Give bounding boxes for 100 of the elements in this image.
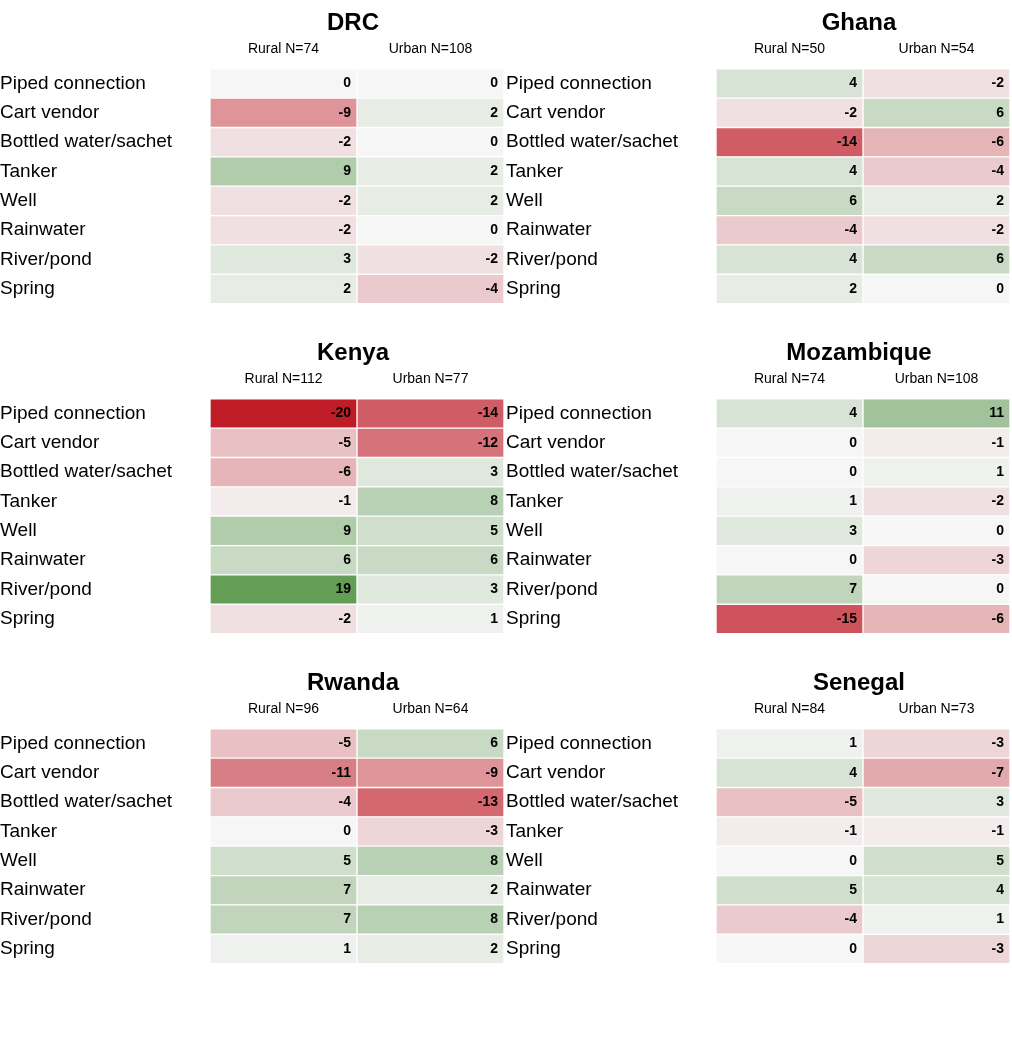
data-label: -13 xyxy=(477,793,499,810)
y-tick-label: Well xyxy=(0,189,37,211)
chart-title: DRC xyxy=(326,8,380,37)
data-label: -3 xyxy=(991,939,1005,956)
data-label: 2 xyxy=(490,191,499,208)
y-tick-label: Cart vendor xyxy=(506,431,606,453)
data-label: 6 xyxy=(849,191,858,208)
y-tick-label: Cart vendor xyxy=(506,761,606,783)
data-label: 4 xyxy=(849,162,858,179)
data-label: -14 xyxy=(477,404,499,421)
data-label: 2 xyxy=(490,881,499,898)
y-tick-label: Rainwater xyxy=(0,548,87,570)
y-tick-label: Piped connection xyxy=(506,401,652,423)
data-label: 6 xyxy=(490,551,499,568)
y-tick-label: Well xyxy=(506,519,543,541)
data-label: -1 xyxy=(338,492,352,509)
data-label: 1 xyxy=(490,609,499,626)
data-label: 2 xyxy=(849,279,858,296)
data-label: -3 xyxy=(485,822,499,839)
data-label: -3 xyxy=(991,734,1005,751)
data-label: 9 xyxy=(343,521,352,538)
data-label: -2 xyxy=(338,191,352,208)
data-label: 3 xyxy=(490,580,499,597)
data-label: -5 xyxy=(338,433,352,450)
y-tick-label: Well xyxy=(506,189,543,211)
data-label: 4 xyxy=(996,881,1005,898)
data-label: 0 xyxy=(849,851,858,868)
x-tick-label: Rural N=74 xyxy=(753,370,826,387)
data-label: 5 xyxy=(849,881,858,898)
x-tick-label: Rural N=96 xyxy=(247,700,320,717)
x-tick-label: Rural N=50 xyxy=(753,40,826,57)
data-label: 8 xyxy=(490,851,499,868)
data-label: -4 xyxy=(991,162,1005,179)
data-label: 2 xyxy=(490,162,499,179)
y-tick-label: River/pond xyxy=(0,247,92,269)
data-label: 3 xyxy=(343,250,352,267)
data-label: -5 xyxy=(338,734,352,751)
y-tick-label: River/pond xyxy=(0,907,92,929)
data-label: 7 xyxy=(849,580,858,597)
data-label: 5 xyxy=(996,851,1005,868)
data-label: 4 xyxy=(849,250,858,267)
data-label: -1 xyxy=(991,433,1005,450)
data-label: -2 xyxy=(844,103,858,120)
y-tick-label: Piped connection xyxy=(0,401,146,423)
y-tick-label: Bottled water/sachet xyxy=(506,790,679,812)
y-tick-label: Cart vendor xyxy=(0,101,100,123)
y-tick-label: Piped connection xyxy=(0,731,146,753)
data-label: 1 xyxy=(996,910,1005,927)
data-label: -1 xyxy=(844,822,858,839)
data-label: 2 xyxy=(490,103,499,120)
data-label: -3 xyxy=(991,551,1005,568)
x-tick-label: Urban N=64 xyxy=(392,700,469,717)
y-tick-label: River/pond xyxy=(506,907,598,929)
y-tick-label: Spring xyxy=(506,607,561,629)
chart-title: Rwanda xyxy=(306,668,401,697)
data-label: 9 xyxy=(343,162,352,179)
x-tick-label: Rural N=84 xyxy=(753,700,826,717)
data-label: 0 xyxy=(490,221,499,238)
data-label: -2 xyxy=(991,221,1005,238)
y-tick-label: Rainwater xyxy=(0,218,87,240)
x-tick-label: Urban N=77 xyxy=(392,370,469,387)
data-label: 6 xyxy=(996,103,1005,120)
data-label: -6 xyxy=(991,133,1005,150)
data-label: -20 xyxy=(330,404,352,421)
data-label: 1 xyxy=(849,734,858,751)
y-tick-label: Bottled water/sachet xyxy=(0,130,173,152)
x-tick-label: Rural N=112 xyxy=(244,370,323,387)
y-tick-label: River/pond xyxy=(506,577,598,599)
data-label: 0 xyxy=(849,551,858,568)
y-tick-label: Well xyxy=(0,849,37,871)
data-label: 0 xyxy=(849,939,858,956)
data-label: 3 xyxy=(490,463,499,480)
chart-title: Kenya xyxy=(315,338,391,367)
y-tick-label: Spring xyxy=(506,277,561,299)
y-tick-label: Bottled water/sachet xyxy=(0,790,173,812)
data-label: 0 xyxy=(996,580,1005,597)
y-tick-label: Rainwater xyxy=(506,878,593,900)
data-label: 3 xyxy=(996,793,1005,810)
data-label: -9 xyxy=(338,103,352,120)
y-tick-label: Spring xyxy=(0,607,55,629)
y-tick-label: River/pond xyxy=(0,577,92,599)
data-label: 8 xyxy=(490,492,499,509)
data-label: 0 xyxy=(343,822,352,839)
data-label: 19 xyxy=(335,580,352,597)
x-tick-label: Urban N=54 xyxy=(898,40,975,57)
y-tick-label: Tanker xyxy=(0,489,58,511)
data-label: -4 xyxy=(844,910,858,927)
data-label: 0 xyxy=(343,74,352,91)
y-tick-label: Bottled water/sachet xyxy=(0,460,173,482)
y-tick-label: Bottled water/sachet xyxy=(506,460,679,482)
x-tick-label: Urban N=73 xyxy=(898,700,975,717)
data-label: -2 xyxy=(338,133,352,150)
data-label: 0 xyxy=(490,74,499,91)
y-tick-label: Piped connection xyxy=(0,71,146,93)
data-label: -7 xyxy=(991,763,1005,780)
y-tick-label: Cart vendor xyxy=(0,431,100,453)
data-label: -2 xyxy=(338,221,352,238)
x-tick-label: Urban N=108 xyxy=(388,40,473,57)
chart-title: Mozambique xyxy=(785,338,933,367)
data-label: 1 xyxy=(996,463,1005,480)
